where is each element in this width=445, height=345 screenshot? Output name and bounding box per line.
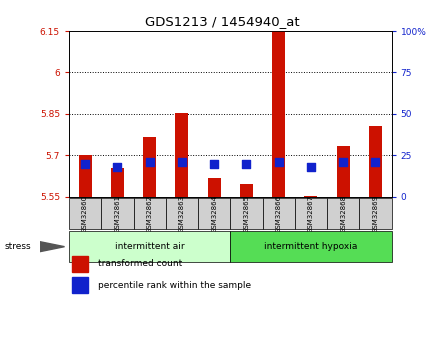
Bar <box>72 277 88 293</box>
Text: intermittent air: intermittent air <box>115 242 184 251</box>
Bar <box>134 198 166 229</box>
Bar <box>72 256 88 272</box>
Bar <box>263 198 295 229</box>
Bar <box>240 184 253 197</box>
Bar <box>208 178 221 197</box>
Text: GSM32861: GSM32861 <box>114 195 120 233</box>
Text: GSM32863: GSM32863 <box>179 195 185 233</box>
Bar <box>360 198 392 229</box>
Text: percentile rank within the sample: percentile rank within the sample <box>98 280 251 289</box>
Point <box>210 161 218 166</box>
Bar <box>166 198 198 229</box>
Text: GSM32864: GSM32864 <box>211 195 217 233</box>
Bar <box>101 198 134 229</box>
Text: GSM32860: GSM32860 <box>82 195 88 233</box>
Text: GSM32865: GSM32865 <box>243 195 249 233</box>
Point <box>307 164 315 170</box>
Point <box>146 159 153 165</box>
Point <box>275 159 282 165</box>
Bar <box>111 168 124 197</box>
Point <box>340 159 347 165</box>
Point <box>178 159 186 165</box>
Bar <box>369 126 382 197</box>
Bar <box>79 155 92 197</box>
Text: stress: stress <box>4 242 31 251</box>
Bar <box>231 231 392 262</box>
Polygon shape <box>40 242 65 252</box>
Bar <box>295 198 327 229</box>
Point <box>243 161 250 166</box>
Bar <box>304 196 317 197</box>
Text: GSM32868: GSM32868 <box>340 195 346 233</box>
Text: GSM32869: GSM32869 <box>372 195 378 233</box>
Point <box>114 164 121 170</box>
Point <box>81 161 89 166</box>
Text: GSM32867: GSM32867 <box>308 195 314 233</box>
Bar <box>69 198 101 229</box>
Bar <box>143 137 156 197</box>
Bar <box>337 146 350 197</box>
Text: GDS1213 / 1454940_at: GDS1213 / 1454940_at <box>145 16 300 29</box>
Text: transformed count: transformed count <box>98 259 182 268</box>
Bar <box>327 198 360 229</box>
Bar <box>231 198 263 229</box>
Point <box>372 159 379 165</box>
Text: GSM32866: GSM32866 <box>276 195 282 233</box>
Bar <box>272 12 285 197</box>
Bar <box>175 113 188 197</box>
Text: GSM32862: GSM32862 <box>147 195 153 233</box>
Bar <box>198 198 231 229</box>
Text: intermittent hypoxia: intermittent hypoxia <box>264 242 358 251</box>
Bar <box>69 231 231 262</box>
